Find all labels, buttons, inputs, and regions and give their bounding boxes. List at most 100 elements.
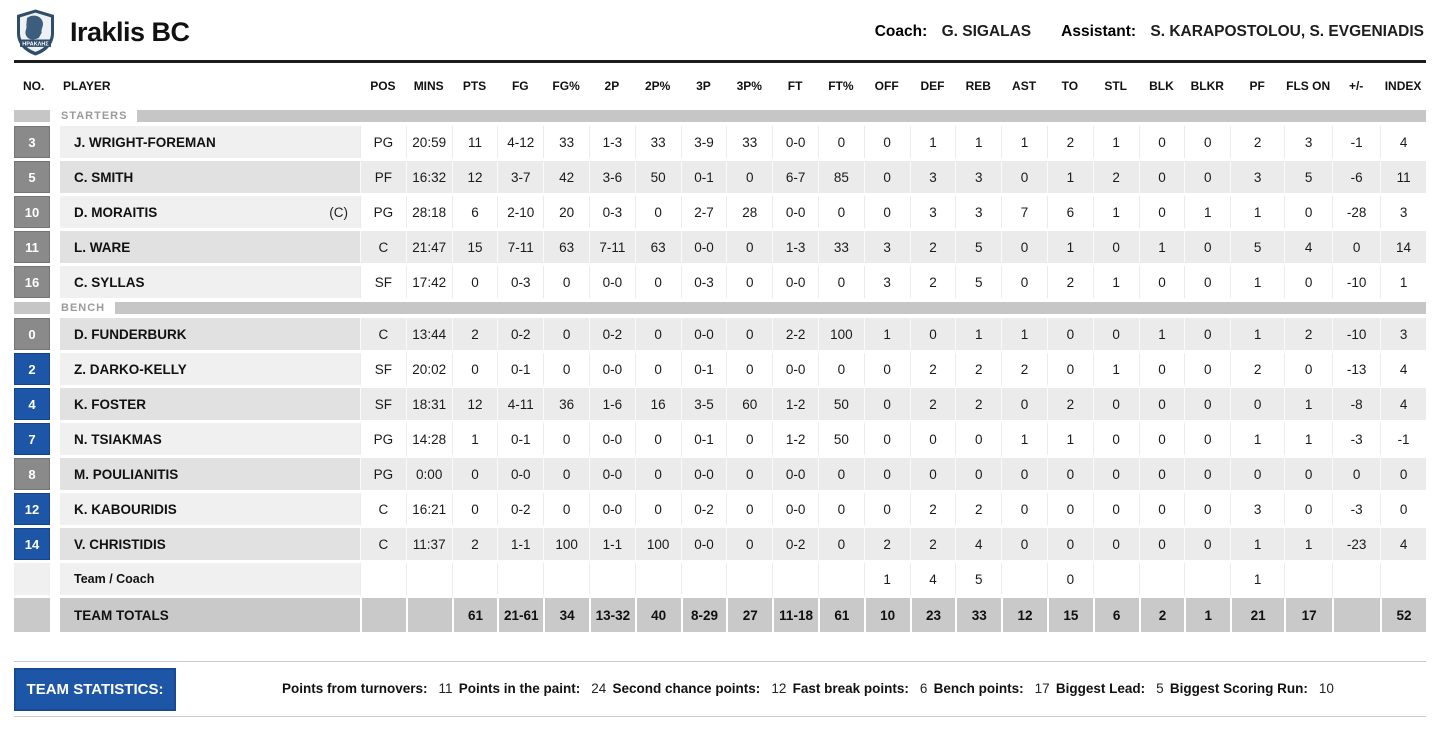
- stat-off: 0: [863, 196, 910, 228]
- stat-ft: 0-0: [772, 196, 818, 228]
- stat-plusminus: [1332, 598, 1381, 632]
- stat-def: 2: [909, 266, 956, 298]
- stat-mins: 21:47: [405, 231, 452, 263]
- team-statistics-bar: TEAM STATISTICS: Points from turnovers: 1…: [14, 661, 1426, 717]
- stat-pf: 21: [1230, 598, 1285, 632]
- stat-3p: 3-5: [680, 388, 727, 420]
- spacer: [50, 66, 60, 106]
- stat-blkr: 0: [1184, 388, 1231, 420]
- stat-pos: [360, 598, 406, 632]
- stat-ast: 7: [1001, 196, 1047, 228]
- stat-fls-on: 17: [1284, 598, 1333, 632]
- player-name-cell: Z. DARKO-KELLY: [60, 353, 360, 385]
- stat-ast: 1: [1001, 423, 1047, 455]
- stat-index: [1380, 563, 1426, 595]
- team-stat-label: Fast break points:: [792, 681, 909, 696]
- stat-def: 2: [909, 528, 956, 560]
- box-score-table: NO. PLAYER POS MINS PTS FG FG% 2P 2P% 3P 3P% FT FT% O…: [14, 63, 1426, 635]
- stat-mins: 11:37: [405, 528, 452, 560]
- stat-2ppct: 16: [634, 388, 681, 420]
- stat-pf: 1: [1230, 528, 1285, 560]
- stat-2ppct: 0: [634, 318, 681, 350]
- stat-ft: 11-18: [772, 598, 818, 632]
- stat-blk: 0: [1138, 196, 1185, 228]
- stat-blkr: 0: [1184, 458, 1231, 490]
- player-name: D. FUNDERBURK: [74, 326, 187, 342]
- coaches-info: Coach: G. SIGALAS Assistant: S. KARAPOST…: [875, 23, 1424, 41]
- stat-pts: 12: [451, 161, 498, 193]
- player-number-badge: 0: [14, 318, 50, 350]
- stat-blk: 0: [1138, 266, 1185, 298]
- stat-pos: C: [360, 528, 406, 560]
- stat-fg: 21-61: [497, 598, 544, 632]
- player-row: 14 V. CHRISTIDIS C 11:37 2 1-1 100 1-1 100 0-0 0 0-…: [14, 528, 1426, 560]
- spacer: [50, 353, 60, 385]
- player-row: 11 L. WARE C 21:47 15 7-11 63 7-11 63 0-0 0 1-3 33 3 2…: [14, 231, 1426, 263]
- column-header-2ppct: 2P%: [645, 79, 671, 93]
- stat-index: 11: [1380, 161, 1426, 193]
- stat-fls-on: 0: [1284, 353, 1333, 385]
- stat-pf: 1: [1230, 318, 1285, 350]
- player-name: C. SMITH: [74, 169, 134, 185]
- player-name: L. WARE: [74, 239, 131, 255]
- team-stat-value: 12: [771, 681, 787, 696]
- column-header-def: DEF: [920, 79, 945, 93]
- stat-pf: 3: [1230, 161, 1285, 193]
- stat-fls-on: 0: [1284, 266, 1333, 298]
- column-header-blk: BLK: [1149, 79, 1174, 93]
- stat-stl: 0: [1092, 423, 1139, 455]
- stat-mins: 17:42: [405, 266, 452, 298]
- column-header-row: NO. PLAYER POS MINS PTS FG FG% 2P 2P% 3P 3P% FT FT% O…: [14, 66, 1426, 106]
- stat-reb: 5: [955, 231, 1002, 263]
- stat-3p: 0-3: [680, 266, 727, 298]
- stat-3ppct: 60: [726, 388, 773, 420]
- stat-pf: 2: [1230, 126, 1285, 158]
- box-score-table-wrap: NO. PLAYER POS MINS PTS FG FG% 2P 2P% 3P 3P% FT FT% O…: [14, 60, 1426, 635]
- stat-3p: [680, 563, 727, 595]
- stat-plusminus: -1: [1332, 126, 1381, 158]
- stat-pos: PG: [360, 196, 406, 228]
- stat-def: 3: [909, 161, 956, 193]
- stat-ast: 0: [1001, 266, 1047, 298]
- stat-plusminus: -23: [1332, 528, 1381, 560]
- stat-fgpct: 100: [543, 528, 589, 560]
- column-header-to: TO: [1061, 79, 1079, 93]
- player-name-cell: D. MORAITIS (C): [60, 196, 360, 228]
- stat-3ppct: [726, 563, 773, 595]
- stat-fgpct: 0: [543, 493, 589, 525]
- stat-plusminus: 0: [1332, 231, 1381, 263]
- stat-pos: SF: [360, 266, 406, 298]
- team-statistics-title: TEAM STATISTICS:: [14, 667, 176, 711]
- spacer: [50, 161, 60, 193]
- column-header-ft: FT: [787, 79, 803, 93]
- spacer: [50, 196, 60, 228]
- stat-mins: 18:31: [405, 388, 452, 420]
- stat-blk: 1: [1138, 231, 1185, 263]
- stat-ast: 0: [1001, 458, 1047, 490]
- stat-index: 4: [1380, 528, 1426, 560]
- stat-def: 2: [909, 493, 956, 525]
- column-header-pts: PTS: [462, 79, 487, 93]
- stat-index: 1: [1380, 266, 1426, 298]
- stat-mins: 13:44: [405, 318, 452, 350]
- stat-blk: 0: [1138, 388, 1185, 420]
- stat-blk: 0: [1138, 126, 1185, 158]
- stat-fgpct: 36: [543, 388, 589, 420]
- team-stat-label: Biggest Scoring Run:: [1169, 681, 1308, 696]
- player-name: J. WRIGHT-FOREMAN: [74, 134, 216, 150]
- stat-ft: [772, 563, 818, 595]
- stat-fgpct: 0: [543, 458, 589, 490]
- team-stat-label: Points from turnovers:: [282, 681, 428, 696]
- stat-2p: 0-0: [588, 353, 635, 385]
- player-name-cell: K. FOSTER: [60, 388, 360, 420]
- stat-stl: 2: [1092, 161, 1139, 193]
- stat-2ppct: 63: [634, 231, 681, 263]
- stat-fls-on: 0: [1284, 458, 1333, 490]
- stat-fgpct: 42: [543, 161, 589, 193]
- spacer: [50, 318, 60, 350]
- stat-reb: 2: [955, 388, 1002, 420]
- stat-fgpct: 33: [543, 126, 589, 158]
- stat-reb: 5: [955, 563, 1002, 595]
- stat-blkr: 0: [1184, 353, 1231, 385]
- stat-index: 14: [1380, 231, 1426, 263]
